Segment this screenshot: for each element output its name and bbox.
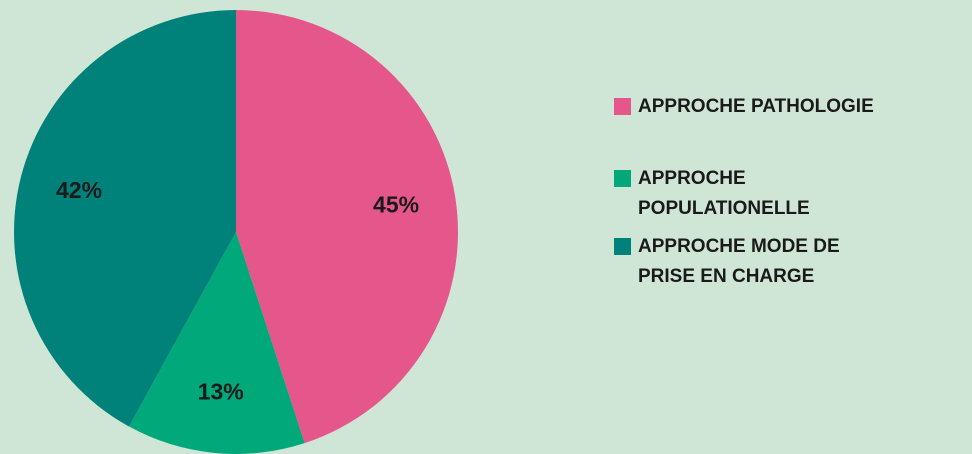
legend-label: APPROCHE PATHOLOGIE [638, 96, 874, 117]
data-label: 45% [373, 192, 419, 218]
data-label: 13% [198, 378, 244, 404]
legend-swatch [614, 170, 631, 187]
legend-item: APPROCHE PATHOLOGIE [614, 92, 914, 122]
data-label: 42% [56, 177, 102, 203]
legend-item: APPROCHE POPULATIONELLE [614, 164, 874, 224]
pie-slice [236, 10, 459, 444]
legend-item: APPROCHE MODE DE PRISE EN CHARGE [614, 232, 874, 292]
legend-swatch [614, 98, 631, 115]
pie-slice [129, 232, 305, 454]
legend-swatch [614, 238, 631, 255]
legend-label: APPROCHE MODE DE PRISE EN CHARGE [638, 236, 840, 287]
pie-slice [14, 10, 236, 427]
legend-label: APPROCHE POPULATIONELLE [638, 168, 810, 219]
legend: APPROCHE PATHOLOGIE APPROCHE POPULATIONEL… [614, 92, 914, 292]
